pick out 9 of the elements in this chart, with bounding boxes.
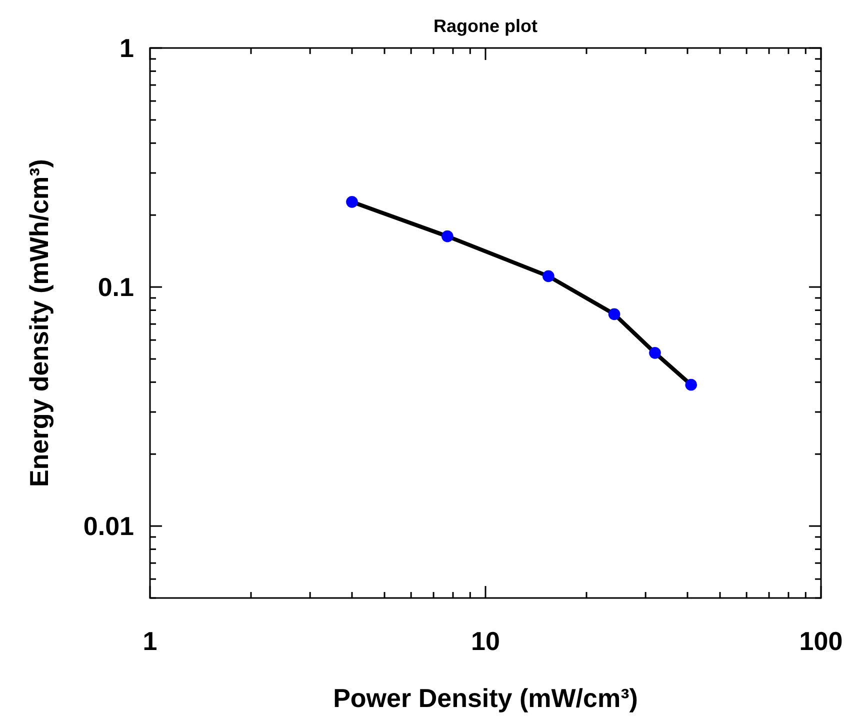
x-axis-title: Power Density (mW/cm³) [333, 683, 638, 713]
y-tick-label: 0.01 [83, 511, 134, 542]
y-tick-label: 0.1 [98, 272, 134, 302]
y-tick-label: 1 [120, 33, 134, 63]
chart-title: Ragone plot [434, 16, 538, 36]
y-axis-title: Energy density (mWh/cm³) [24, 159, 54, 487]
x-tick-label: 10 [471, 626, 500, 656]
x-tick-label: 100 [799, 626, 843, 656]
x-tick-label: 1 [142, 626, 158, 656]
